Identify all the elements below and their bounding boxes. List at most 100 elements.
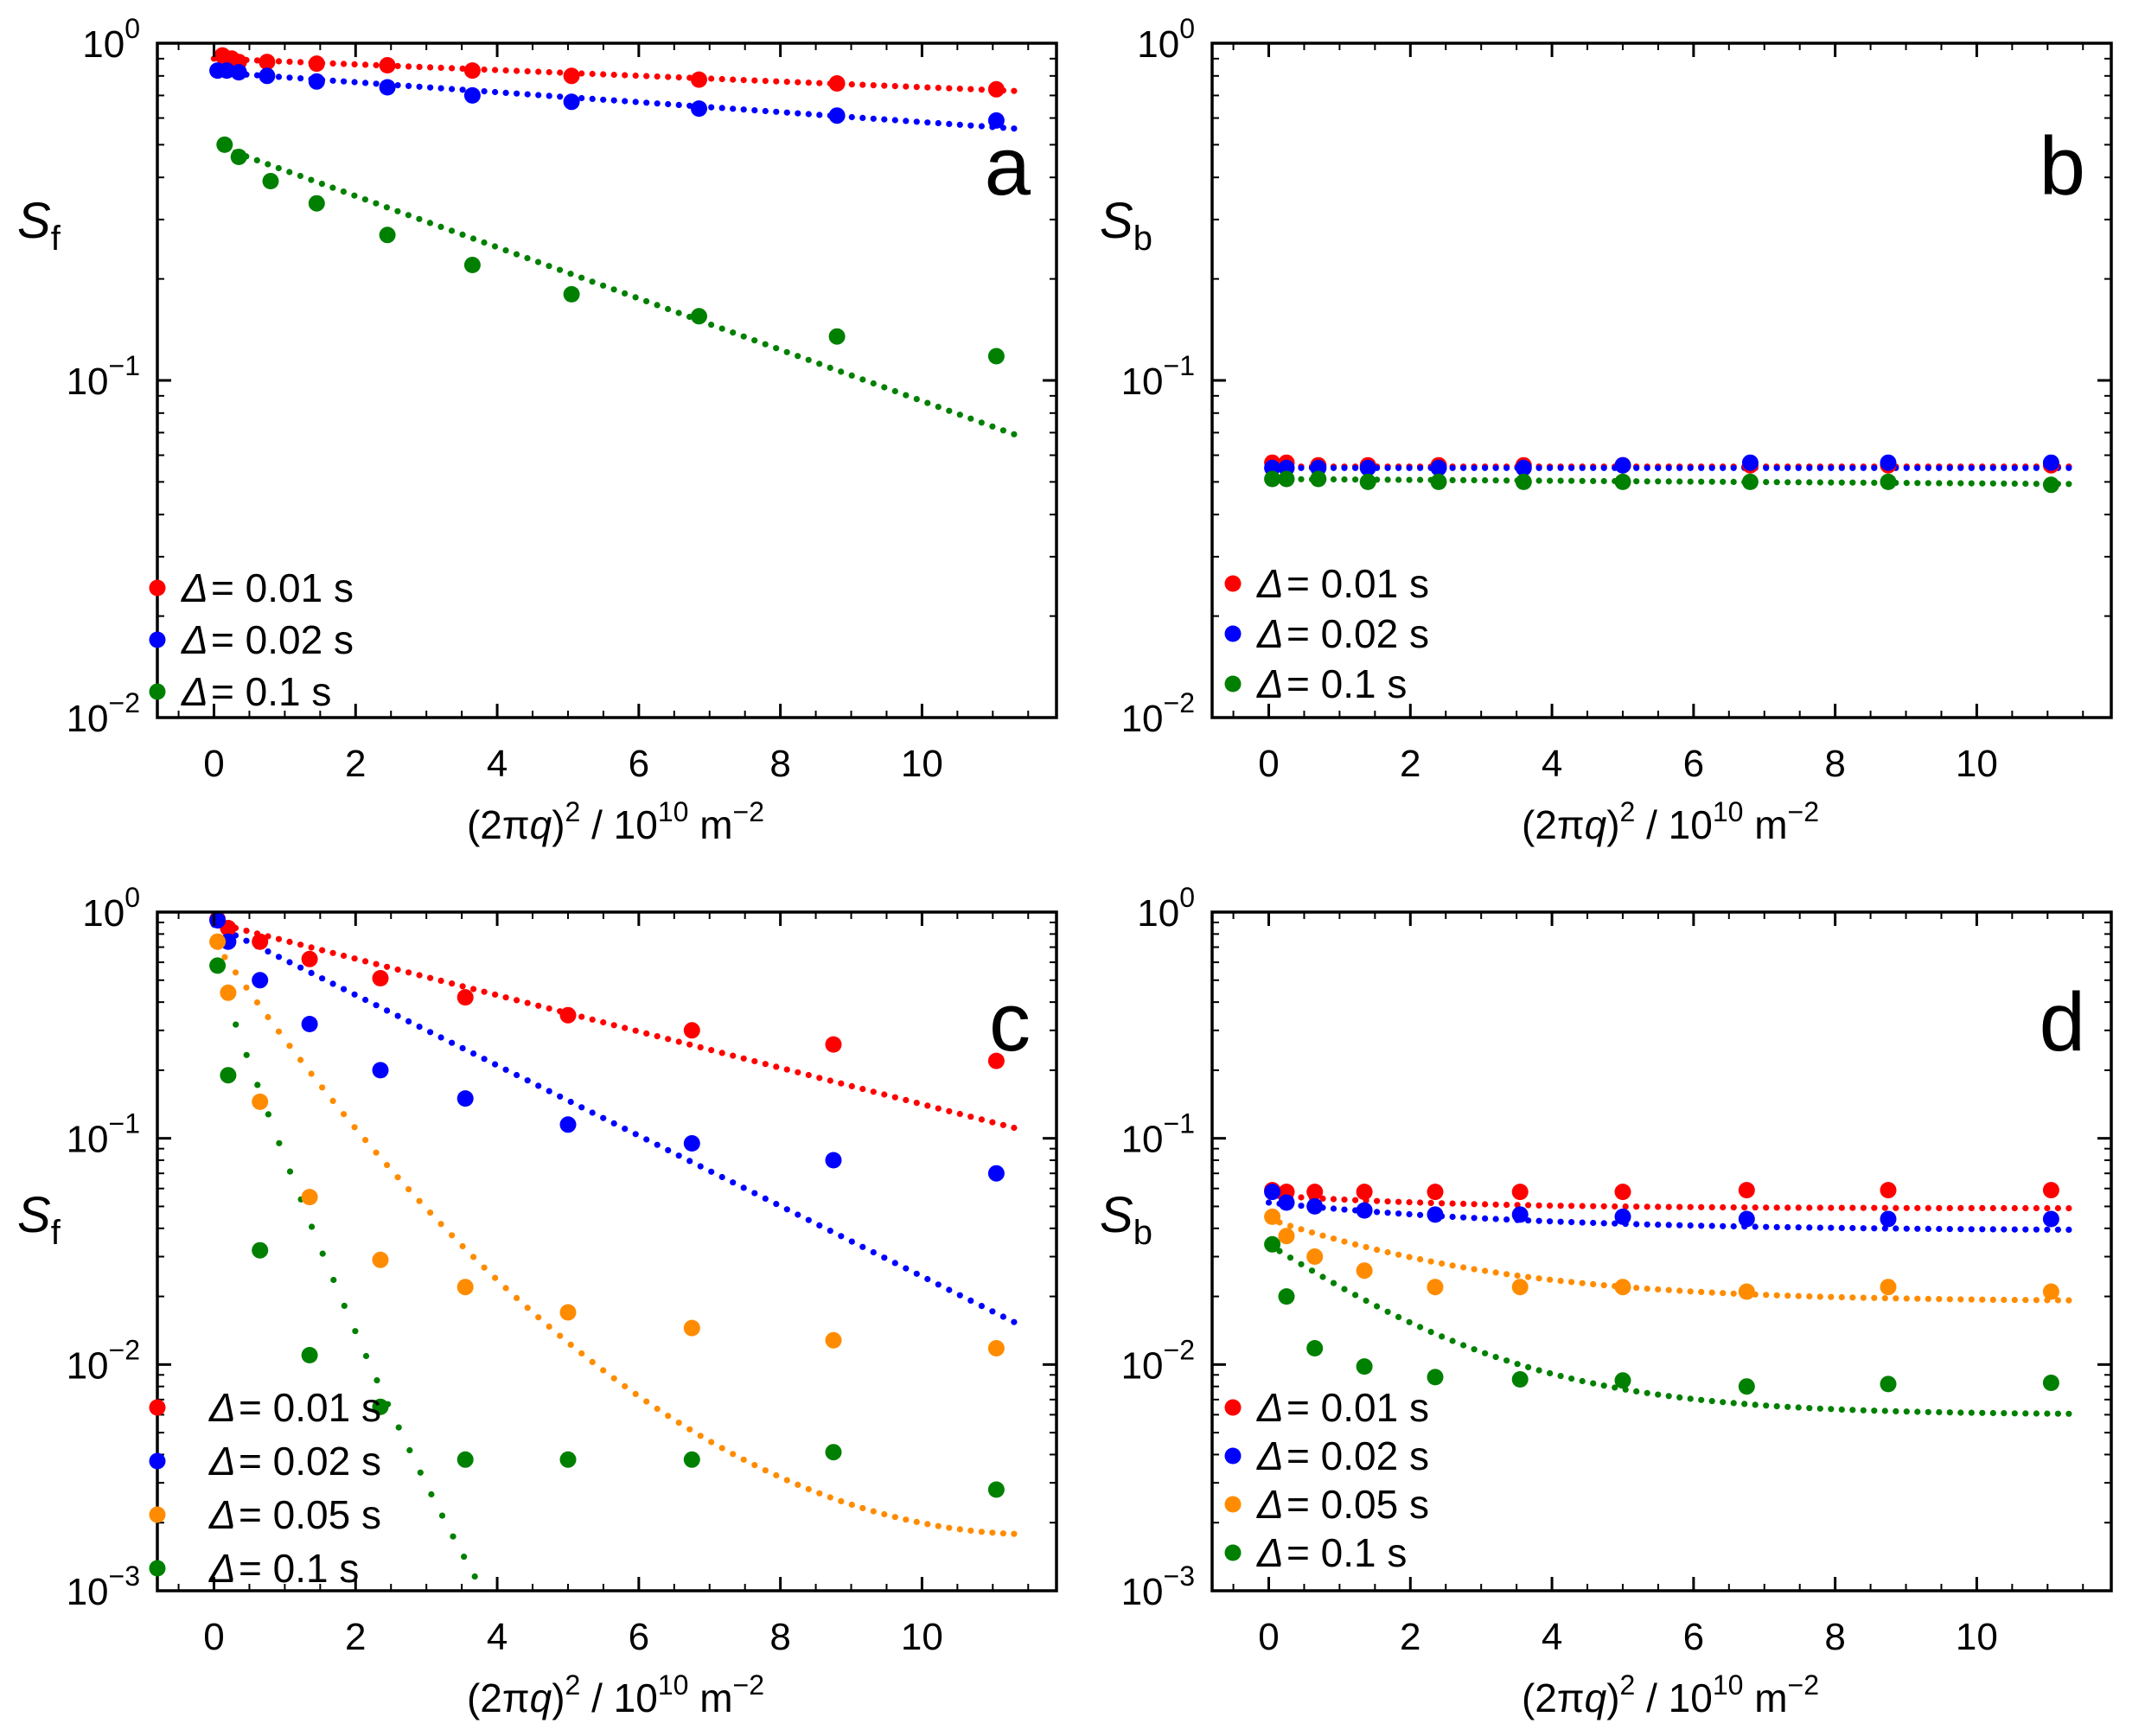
fit-dot — [2001, 1204, 2008, 1212]
data-point — [1427, 1369, 1444, 1386]
legend-item: Δ = 0.02 s — [1224, 611, 1429, 656]
fit-dot — [718, 105, 725, 112]
data-point — [230, 64, 247, 81]
fit-dot — [762, 341, 769, 348]
fit-curve-2 — [1265, 464, 2072, 471]
fit-dot — [481, 239, 488, 246]
legend-symbol: Δ — [1256, 1482, 1284, 1527]
data-point — [1427, 1184, 1444, 1201]
fit-dot — [308, 1070, 315, 1077]
fit-dot — [1406, 1318, 1413, 1325]
fit-dot — [600, 96, 607, 103]
x-tick-label: 10 — [1956, 743, 1998, 785]
legend-symbol: Δ — [208, 1492, 236, 1537]
fit-dot — [1914, 464, 1921, 471]
fit-dot — [675, 1038, 682, 1045]
fit-dot — [589, 278, 596, 285]
data-point — [379, 57, 396, 73]
fit-dot — [319, 1084, 326, 1091]
fit-dot — [773, 1201, 780, 1208]
fit-dot — [546, 93, 552, 99]
fit-dot — [1773, 464, 1780, 471]
legend-item: Δ = 0.05 s — [149, 1492, 381, 1537]
fit-dot — [773, 1063, 780, 1070]
data-point — [252, 1093, 269, 1110]
data-point — [220, 984, 237, 1001]
fit-dot — [1460, 476, 1467, 484]
data-point — [1359, 459, 1376, 476]
fit-dot — [1644, 464, 1650, 471]
data-point — [1278, 1288, 1295, 1305]
fit-dot — [2054, 1204, 2061, 1212]
fit-dot — [1763, 479, 1770, 486]
data-point — [2042, 1182, 2059, 1199]
fit-dot — [1460, 1200, 1467, 1207]
fit-dot — [622, 98, 629, 105]
fit-dot — [1730, 478, 1737, 486]
fit-dot — [2011, 1204, 2018, 1212]
fit-dot — [1644, 1221, 1650, 1228]
data-point — [683, 1022, 700, 1039]
fit-dot — [1979, 1226, 1986, 1233]
fit-dot — [1482, 1201, 1489, 1208]
fit-dot — [946, 407, 953, 414]
fit-dot — [1568, 1219, 1575, 1226]
fit-dot — [1547, 1276, 1554, 1283]
fit-dot — [740, 333, 747, 340]
fit-dot — [351, 991, 358, 998]
fit-dot — [1644, 1203, 1650, 1210]
x-tick-label: 10 — [1956, 1616, 1998, 1658]
fit-curve-3 — [1265, 1216, 2072, 1304]
fit-dot — [492, 88, 499, 96]
data-point — [372, 1062, 389, 1079]
x-tick-label: 0 — [203, 743, 224, 785]
fit-dot — [1374, 1209, 1381, 1216]
fit-dot — [1633, 478, 1640, 485]
fit-dot — [967, 122, 974, 129]
data-point — [301, 1189, 318, 1206]
fit-dot — [1676, 1394, 1683, 1401]
fit-dot — [286, 938, 293, 945]
fit-dot — [427, 64, 434, 71]
fit-dot — [632, 1390, 639, 1397]
fit-dot — [254, 1082, 261, 1088]
fit-dot — [535, 1002, 542, 1009]
fit-dot — [470, 986, 477, 992]
fit-dot — [1968, 464, 1975, 471]
fit-dot — [643, 73, 650, 80]
fit-dot — [2001, 480, 2008, 487]
fit-dot — [632, 1131, 639, 1138]
legend-item: Δ = 0.01 s — [149, 565, 354, 610]
fit-dot — [416, 1024, 423, 1031]
data-point — [463, 62, 481, 80]
fit-dot — [243, 984, 250, 991]
fit-dot — [1547, 464, 1554, 471]
legend-marker — [149, 579, 166, 597]
fit-dot — [373, 961, 380, 967]
fit-dot — [989, 423, 996, 430]
fit-dot — [275, 73, 283, 80]
fit-dot — [578, 274, 585, 281]
fit-dot — [675, 1152, 682, 1159]
fit-dot — [481, 988, 488, 995]
fit-dot — [1535, 477, 1542, 484]
fit-dot — [1730, 1400, 1737, 1407]
fit-dot — [848, 1082, 855, 1089]
fit-dot — [394, 62, 401, 69]
legend-text: = 0.1 s — [239, 1546, 359, 1591]
data-point — [987, 80, 1005, 98]
fit-dot — [2001, 1296, 2008, 1304]
fit-dot — [1482, 1215, 1489, 1222]
x-tick-label: 10 — [901, 743, 943, 785]
fit-dot — [1979, 1296, 1986, 1303]
fit-dot — [1568, 477, 1575, 484]
fit-dot — [1979, 464, 1986, 471]
fit-dot — [600, 71, 607, 78]
fit-dot — [329, 184, 336, 191]
fit-dot — [1482, 1350, 1489, 1356]
fit-dot — [524, 1305, 531, 1312]
fit-dot — [1417, 1324, 1424, 1331]
fit-dot — [1395, 1313, 1402, 1320]
fit-dot — [578, 94, 585, 102]
fit-dot — [1352, 476, 1359, 483]
